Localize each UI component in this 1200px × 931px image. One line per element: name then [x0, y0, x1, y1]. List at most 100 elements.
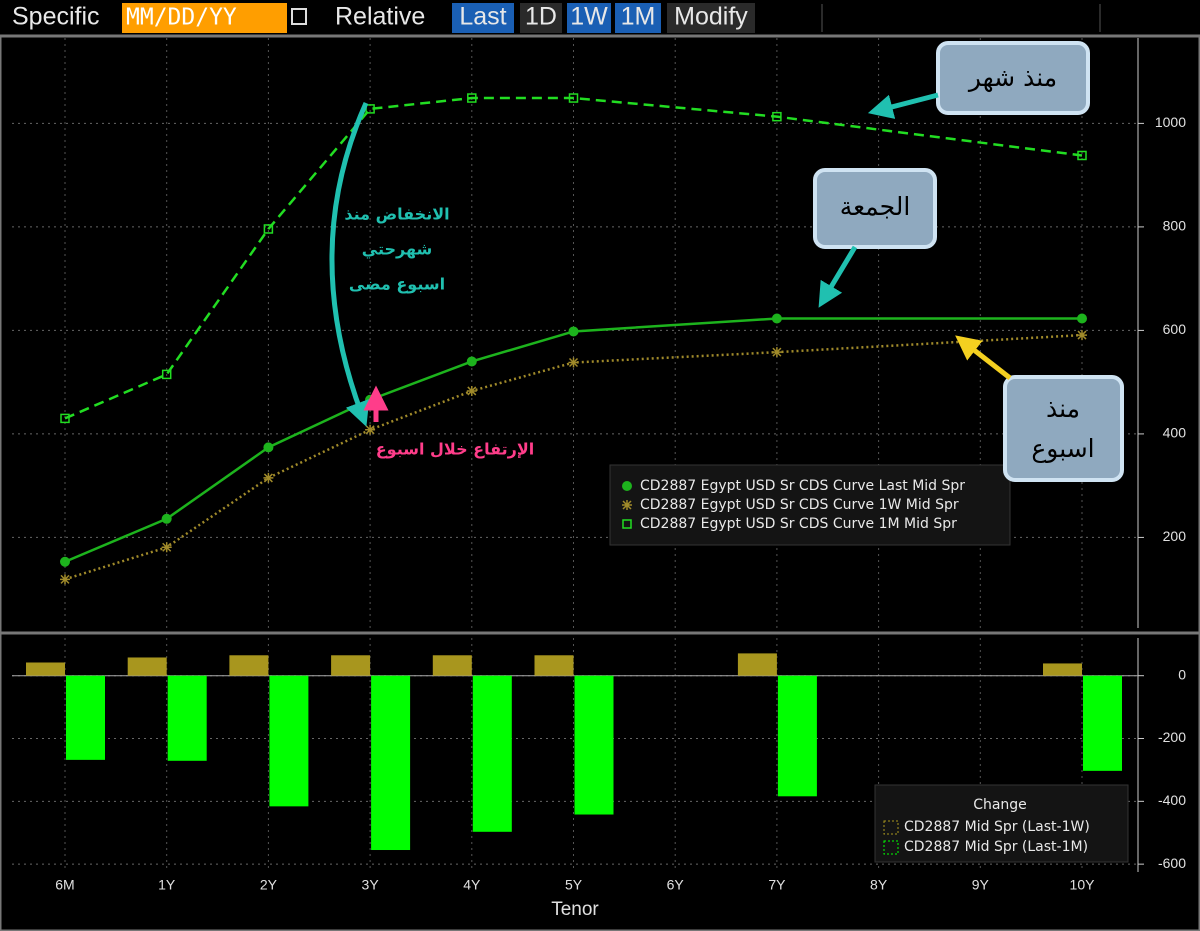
y-tick-label: -200	[1158, 729, 1186, 745]
note-text: اسبوع مضى	[349, 275, 445, 294]
x-axis-label: Tenor	[551, 899, 599, 920]
arrow	[818, 245, 858, 308]
marker	[161, 513, 172, 524]
bar	[371, 675, 411, 851]
button[interactable]	[567, 3, 611, 33]
bar	[1083, 675, 1122, 771]
bar	[432, 655, 472, 676]
button[interactable]	[452, 3, 514, 33]
x-tick-label: 7Y	[768, 877, 786, 893]
marker	[1077, 313, 1087, 324]
x-tick-label: 8Y	[870, 877, 888, 893]
marker	[568, 93, 579, 103]
specific-label: Specific	[12, 3, 100, 31]
x-tick-label: 2Y	[260, 877, 278, 893]
plot: 200 400 600 800 1000 CD2887 Egypt USD Sr CDS …	[0, 38, 1200, 920]
marker	[263, 472, 274, 483]
marker	[772, 111, 782, 122]
bar	[269, 675, 309, 807]
bar	[127, 657, 167, 676]
legend-label: CD2887 Mid Spr (Last-1W)	[904, 819, 1090, 835]
x-tick-label: 6Y	[667, 877, 685, 893]
legend-swatch	[883, 840, 899, 855]
bar	[574, 675, 614, 815]
marker	[161, 542, 172, 553]
button-label: Last	[459, 3, 506, 31]
y-tick-label: 1000	[1155, 114, 1186, 130]
callout-box	[1003, 375, 1124, 482]
y-tick-label: 600	[1163, 321, 1187, 337]
y-tick-label: 400	[1163, 425, 1187, 441]
marker	[568, 326, 579, 337]
bar	[26, 662, 65, 676]
marker	[365, 424, 376, 435]
note-text: الإرتفاع خلال اسبوع	[376, 440, 534, 459]
buttons: Last 1D 1W 1M Modify	[452, 3, 755, 33]
arrow	[867, 92, 939, 119]
marker	[771, 313, 782, 324]
button[interactable]	[520, 3, 562, 33]
bar	[167, 675, 207, 761]
legend-label: CD2887 Egypt USD Sr CDS Curve 1W Mid Spr	[640, 497, 959, 513]
annotations: منذ شهر الجمعة منذ اسبوع الانخفاض منذ شه…	[329, 41, 1124, 482]
x-tick-label: 4Y	[463, 877, 481, 893]
bar	[66, 675, 105, 760]
button-label: Modify	[674, 3, 748, 31]
legend-label: CD2887 Egypt USD Sr CDS Curve 1M Mid Spr	[640, 516, 957, 532]
marker	[467, 93, 477, 103]
line	[64, 333, 1083, 581]
legend-swatch	[883, 820, 899, 835]
legend-label: CD2887 Mid Spr (Last-1M)	[904, 839, 1088, 855]
marker	[568, 357, 579, 368]
bar	[472, 675, 512, 832]
marker	[466, 356, 477, 367]
button-label: 1D	[525, 3, 557, 31]
legend-title: Change	[973, 797, 1027, 813]
marker	[1077, 150, 1087, 161]
button-label: 1M	[621, 3, 656, 31]
y-tick-label: -600	[1158, 855, 1186, 871]
bar	[737, 653, 777, 676]
callout-box	[936, 41, 1090, 115]
button[interactable]	[667, 3, 755, 33]
legend	[609, 464, 1011, 546]
marker	[622, 481, 632, 491]
line	[64, 96, 1083, 420]
marker	[263, 442, 274, 453]
relative-label: Relative	[335, 3, 425, 31]
arrow	[955, 335, 1012, 380]
marker	[622, 500, 632, 510]
y-tick-label: -400	[1158, 792, 1186, 808]
y-tick-label: 0	[1178, 666, 1186, 682]
marker	[1077, 330, 1087, 341]
bar	[534, 655, 574, 676]
note-text: شهرحتي	[362, 240, 433, 260]
marker	[466, 385, 477, 396]
marker	[60, 413, 70, 424]
button[interactable]	[615, 3, 661, 33]
y-tick-label: 800	[1163, 218, 1187, 234]
frame	[0, 34, 1200, 931]
marker	[60, 556, 70, 567]
x-tick-label: 1Y	[158, 877, 176, 893]
calendar-icon[interactable]	[291, 8, 307, 25]
callout-text: منذ شهر	[967, 63, 1057, 93]
legend	[874, 784, 1129, 863]
legend-label: CD2887 Egypt USD Sr CDS Curve Last Mid S…	[640, 478, 965, 494]
x-tick-label: 3Y	[362, 877, 380, 893]
callout-text: منذ	[1046, 394, 1080, 423]
marker	[263, 224, 274, 234]
x-tick-label: 9Y	[972, 877, 990, 893]
button-label: 1W	[570, 3, 608, 31]
date-input[interactable]	[122, 3, 287, 33]
callout-text: الجمعة	[840, 192, 911, 221]
marker	[161, 369, 172, 380]
bar	[1043, 663, 1082, 676]
x-tick-label: 6M	[55, 877, 74, 893]
arrow	[329, 101, 370, 427]
callout-text: اسبوع	[1031, 434, 1094, 463]
toolbar: Specific MM/DD/YY Relative Last 1D 1W 1M Mod…	[12, 3, 1101, 33]
bar	[229, 655, 269, 676]
bar	[331, 655, 371, 676]
